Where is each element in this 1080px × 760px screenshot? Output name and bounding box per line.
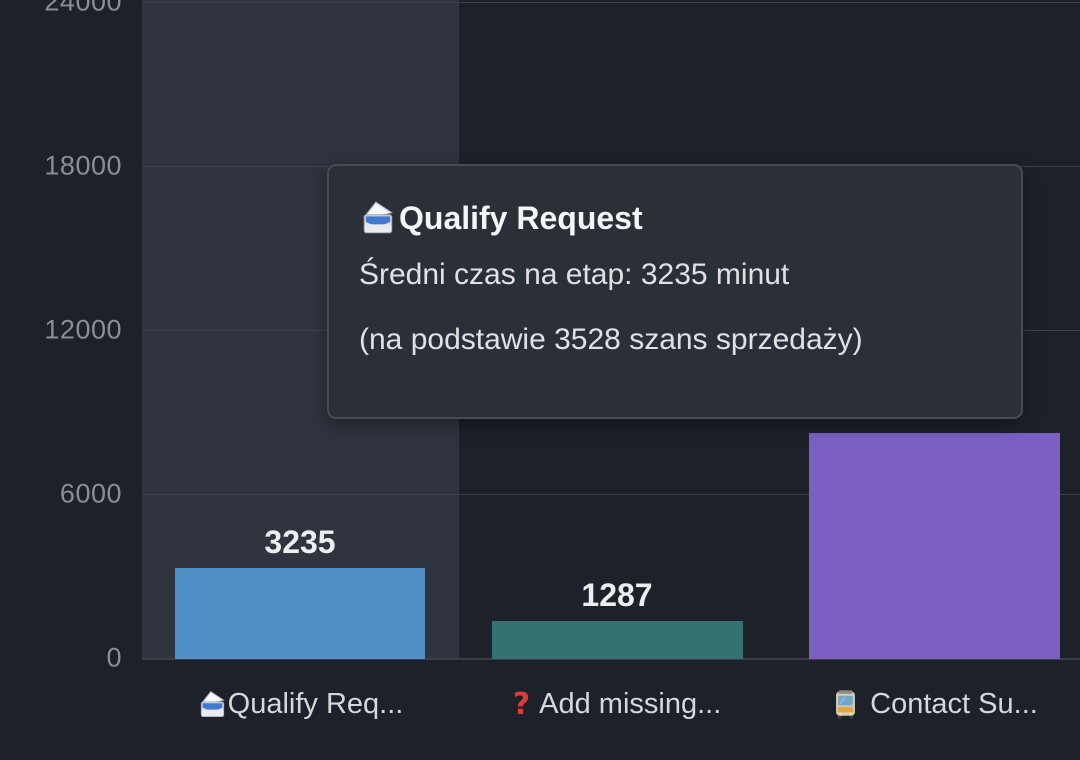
x-label-qualify-request: Qualify Req... — [135, 684, 465, 724]
y-tick-18000: 18000 — [44, 150, 122, 181]
x-label-text: Qualify Req... — [227, 687, 404, 720]
y-tick-6000: 6000 — [59, 478, 122, 509]
chart-tooltip: Qualify Request Średni czas na etap: 323… — [327, 164, 1023, 419]
x-label-add-missing: ? Add missing... — [452, 684, 782, 724]
bar-value-label: 1287 — [581, 577, 653, 613]
incoming-envelope-icon — [359, 199, 397, 237]
x-label-text: Contact Su... — [870, 687, 1038, 720]
bar-value-label: 3235 — [264, 524, 336, 560]
red-question-mark-icon: ? — [512, 686, 531, 722]
x-label-text: Add missing... — [539, 687, 722, 720]
bar-qualify-request[interactable] — [175, 568, 425, 659]
y-tick-12000: 12000 — [44, 314, 122, 345]
tooltip-title-text: Qualify Request — [399, 199, 643, 236]
gridline-6000 — [142, 494, 1080, 495]
x-label-contact-su: Contact Su... — [769, 684, 1080, 724]
tooltip-title: Qualify Request — [359, 199, 991, 237]
tooltip-avg-time-line: Średni czas na etap: 3235 minut — [359, 258, 790, 291]
tram-icon — [830, 689, 861, 720]
y-tick-0: 0 — [106, 642, 122, 673]
incoming-envelope-icon — [197, 689, 228, 720]
bar-add-missing[interactable] — [492, 621, 743, 659]
gridline-24000 — [142, 2, 1080, 3]
tooltip-sample-size-line: (na podstawie 3528 szans sprzedaży) — [359, 323, 863, 356]
y-tick-24000: 24000 — [44, 0, 122, 17]
x-axis-line — [142, 658, 1080, 660]
bar-contact-su[interactable] — [809, 433, 1060, 659]
